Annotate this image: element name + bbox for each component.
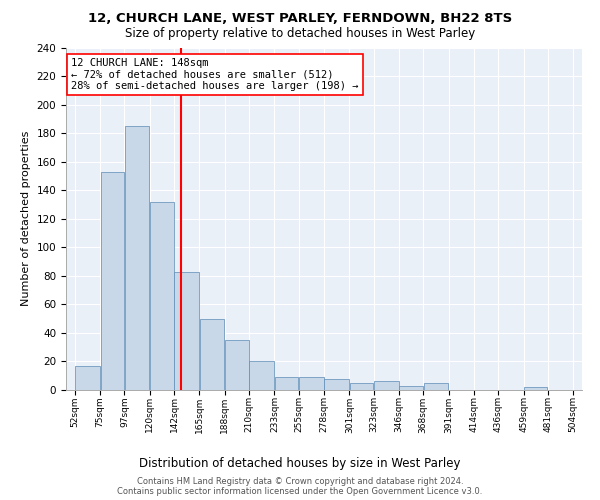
Bar xyxy=(275,377,298,390)
Bar xyxy=(299,377,323,390)
Bar xyxy=(374,382,398,390)
Bar xyxy=(200,318,224,390)
Bar xyxy=(125,126,149,390)
Bar xyxy=(250,362,274,390)
Text: Size of property relative to detached houses in West Parley: Size of property relative to detached ho… xyxy=(125,28,475,40)
Bar xyxy=(101,172,124,390)
Text: Distribution of detached houses by size in West Parley: Distribution of detached houses by size … xyxy=(139,458,461,470)
Bar xyxy=(350,383,373,390)
Bar xyxy=(75,366,100,390)
Y-axis label: Number of detached properties: Number of detached properties xyxy=(21,131,31,306)
Text: 12 CHURCH LANE: 148sqm
← 72% of detached houses are smaller (512)
28% of semi-de: 12 CHURCH LANE: 148sqm ← 72% of detached… xyxy=(71,58,359,91)
Bar xyxy=(400,386,423,390)
Bar xyxy=(325,378,349,390)
Text: Contains public sector information licensed under the Open Government Licence v3: Contains public sector information licen… xyxy=(118,487,482,496)
Bar xyxy=(150,202,173,390)
Text: Contains HM Land Registry data © Crown copyright and database right 2024.: Contains HM Land Registry data © Crown c… xyxy=(137,477,463,486)
Bar xyxy=(225,340,248,390)
Bar xyxy=(424,383,448,390)
Bar xyxy=(175,272,199,390)
Bar xyxy=(524,387,547,390)
Text: 12, CHURCH LANE, WEST PARLEY, FERNDOWN, BH22 8TS: 12, CHURCH LANE, WEST PARLEY, FERNDOWN, … xyxy=(88,12,512,26)
